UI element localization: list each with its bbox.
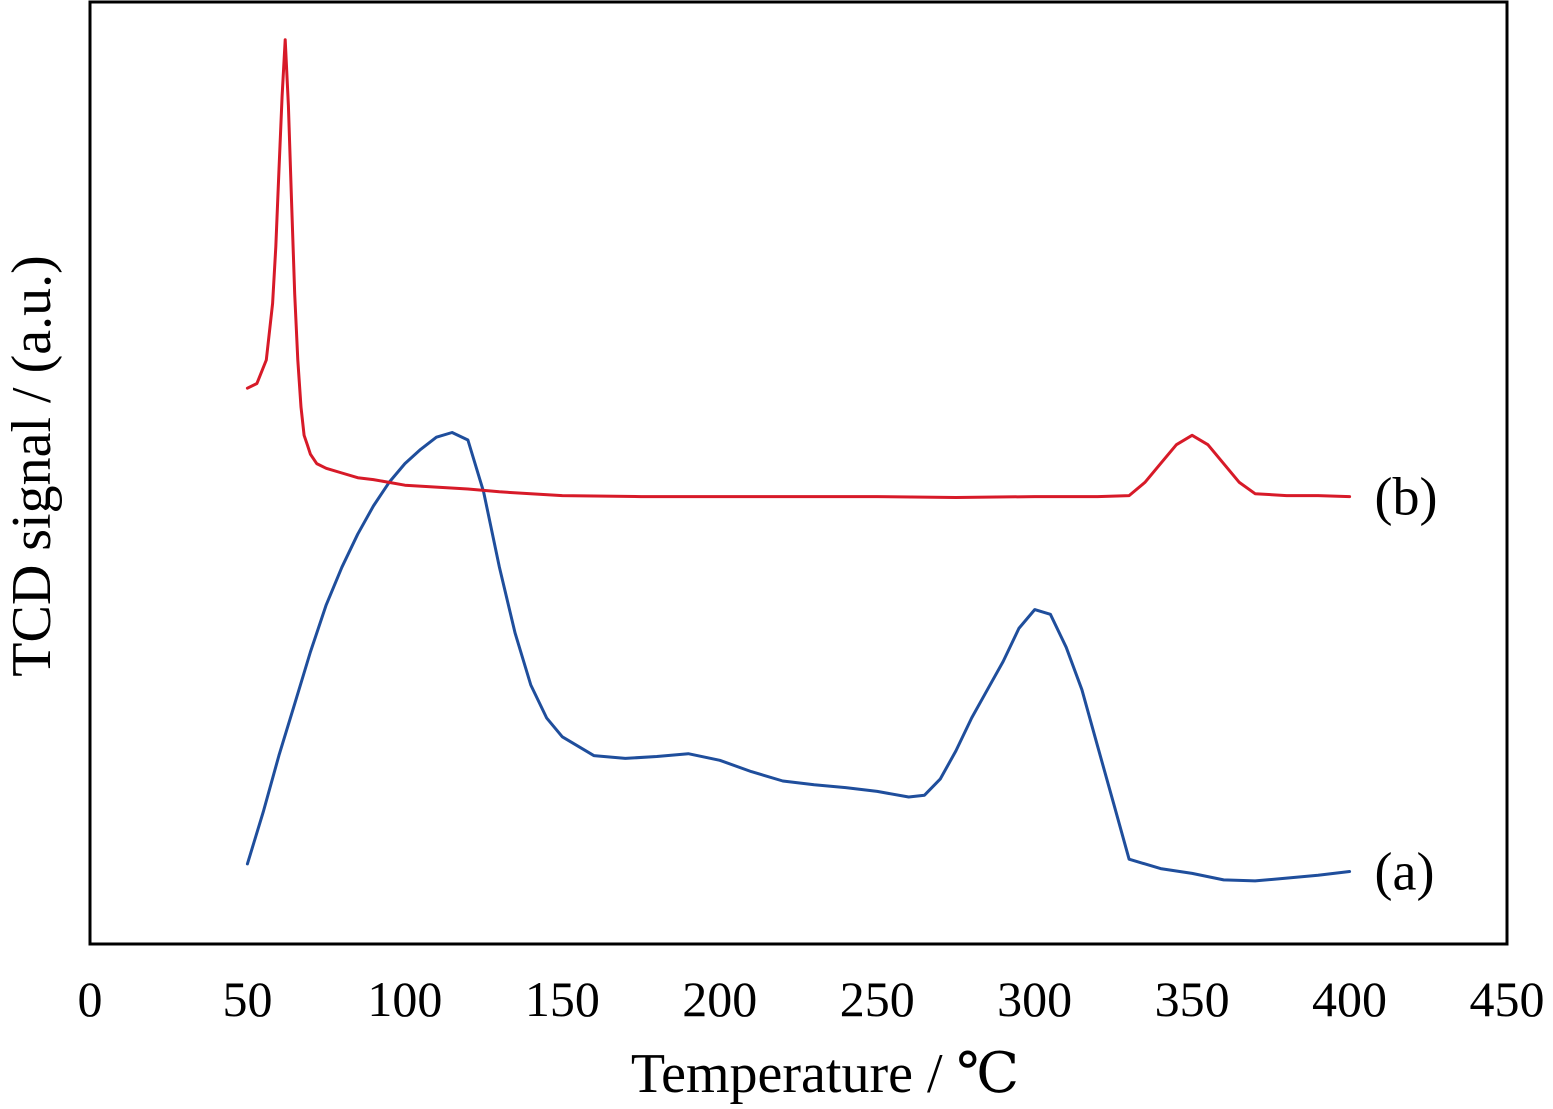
x-tick-label: 300 [997, 971, 1072, 1027]
x-tick-label: 350 [1155, 971, 1230, 1027]
plot-frame [88, 0, 1509, 946]
series-label-1: (b) [1375, 467, 1438, 527]
x-tick-layer: 0 50 100 150 200 250 300 350 400 450 [78, 971, 1545, 1027]
x-tick-label: 450 [1470, 971, 1545, 1027]
series-line-0 [245, 431, 1352, 883]
series-line-1 [245, 38, 1352, 499]
x-tick-label: 50 [222, 971, 272, 1027]
x-tick-label: 150 [525, 971, 600, 1027]
series-layer [245, 38, 1352, 883]
x-axis-label: Temperature / ℃ [631, 1043, 1019, 1105]
y-axis-label: TCD signal / (a.u.) [1, 255, 63, 676]
x-tick-label: 400 [1312, 971, 1387, 1027]
series-label-layer: (a) (b) [1375, 467, 1438, 902]
x-tick-label: 100 [367, 971, 442, 1027]
x-tick-label: 0 [78, 971, 103, 1027]
series-label-0: (a) [1375, 841, 1435, 901]
x-tick-label: 200 [682, 971, 757, 1027]
x-tick-label: 250 [840, 971, 915, 1027]
